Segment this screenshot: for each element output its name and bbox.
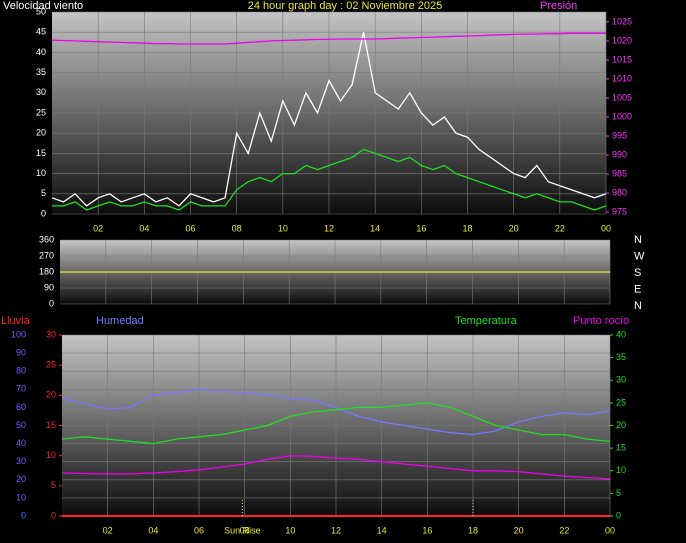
y-tick-label: 15 (36, 148, 46, 158)
y-tick-label: 30 (16, 456, 26, 466)
x-tick-label: 02 (93, 223, 103, 233)
x-tick-label: 22 (559, 525, 569, 535)
y-tick-label: 70 (16, 384, 26, 394)
y-tick-label: 5 (616, 488, 621, 498)
y-tick-label: 1020 (612, 35, 632, 45)
y-tick-label: 40 (36, 47, 46, 57)
x-tick-label: 12 (331, 525, 341, 535)
y-tick-label: 1005 (612, 92, 632, 102)
y-tick-label: 10 (616, 465, 626, 475)
y-tick-label: 20 (616, 420, 626, 430)
series-line (61, 455, 611, 480)
y-tick-label: 980 (612, 187, 627, 197)
x-tick-label: 00 (601, 223, 611, 233)
compass-label: N (634, 234, 642, 246)
y-tick-label: 10 (36, 168, 46, 178)
y-tick-label: 30 (616, 375, 626, 385)
y-tick-label: 10 (46, 450, 56, 460)
x-tick-label: 04 (148, 525, 158, 535)
y-tick-label: 5 (41, 188, 46, 198)
y-tick-label: 80 (16, 366, 26, 376)
x-tick-label: 04 (139, 223, 149, 233)
y-tick-label: 1015 (612, 54, 632, 64)
y-tick-label: 20 (46, 390, 56, 400)
y-tick-label: 995 (612, 130, 627, 140)
legend-label: Temperatura (455, 315, 518, 327)
y-tick-label: 35 (36, 67, 46, 77)
y-tick-label: 100 (11, 329, 26, 339)
y-tick-label: 60 (16, 402, 26, 412)
x-tick-label: 18 (462, 223, 472, 233)
y-tick-label: 25 (616, 397, 626, 407)
series-line (52, 148, 607, 211)
series-line (61, 402, 611, 445)
y-axis-label: Velocidad viento (3, 0, 83, 12)
y-tick-label: 180 (39, 266, 54, 276)
y-tick-label: 15 (46, 420, 56, 430)
x-tick-label: 02 (103, 525, 113, 535)
y-tick-label: 5 (51, 480, 56, 490)
y-tick-label: 20 (36, 128, 46, 138)
y-tick-label: 50 (16, 420, 26, 430)
legend-label: Lluvia (1, 315, 31, 327)
y-tick-label: 40 (16, 438, 26, 448)
chart-title: 24 hour graph day : 02 Noviembre 2025 (248, 0, 442, 12)
y-tick-label: 25 (36, 107, 46, 117)
x-tick-label: 20 (509, 223, 519, 233)
y-tick-label: 1010 (612, 73, 632, 83)
y-tick-label: 990 (612, 149, 627, 159)
x-tick-label: 10 (278, 223, 288, 233)
y-tick-label: 90 (44, 282, 54, 292)
x-tick-label: 08 (240, 525, 250, 535)
sunrise-label: Sun Rise (224, 525, 261, 535)
x-tick-label: 14 (370, 223, 380, 233)
y-tick-label: 40 (616, 329, 626, 339)
x-tick-label: 12 (324, 223, 334, 233)
x-tick-label: 16 (422, 525, 432, 535)
series-line (51, 32, 606, 45)
y-tick-label: 30 (46, 329, 56, 339)
y-tick-label: 90 (16, 347, 26, 357)
x-tick-label: 18 (468, 525, 478, 535)
y-tick-label: 20 (16, 474, 26, 484)
y-tick-label: 10 (16, 492, 26, 502)
y-tick-label: 985 (612, 168, 627, 178)
x-tick-label: 08 (232, 223, 242, 233)
y-tick-label: 0 (21, 510, 26, 520)
y2-axis-label: Presión (540, 0, 577, 12)
y-tick-label: 0 (49, 298, 54, 308)
compass-label: S (634, 267, 641, 279)
x-tick-label: 10 (285, 525, 295, 535)
legend-label: Punto rocío (573, 315, 629, 327)
compass-label: E (634, 283, 641, 295)
compass-label: N (634, 300, 642, 312)
y-tick-label: 0 (41, 208, 46, 218)
x-tick-label: 22 (555, 223, 565, 233)
x-tick-label: 14 (377, 525, 387, 535)
series-line (61, 388, 611, 436)
legend-label: Humedad (96, 315, 144, 327)
y-tick-label: 0 (51, 510, 56, 520)
y-tick-label: 0 (616, 510, 621, 520)
y-tick-label: 30 (36, 87, 46, 97)
y-tick-label: 15 (616, 443, 626, 453)
y-tick-label: 45 (36, 27, 46, 37)
y-tick-label: 270 (39, 250, 54, 260)
y-tick-label: 50 (36, 6, 46, 16)
x-tick-label: 06 (194, 525, 204, 535)
x-tick-label: 20 (514, 525, 524, 535)
y-tick-label: 975 (612, 206, 627, 216)
x-tick-label: 06 (185, 223, 195, 233)
y-tick-label: 1000 (612, 111, 632, 121)
x-tick-label: 00 (605, 525, 615, 535)
compass-label: W (634, 250, 645, 262)
y-tick-label: 360 (39, 234, 54, 244)
x-tick-label: 16 (416, 223, 426, 233)
y-tick-label: 1025 (612, 16, 632, 26)
y-tick-label: 25 (46, 360, 56, 370)
y-tick-label: 35 (616, 352, 626, 362)
series-line (51, 32, 607, 207)
